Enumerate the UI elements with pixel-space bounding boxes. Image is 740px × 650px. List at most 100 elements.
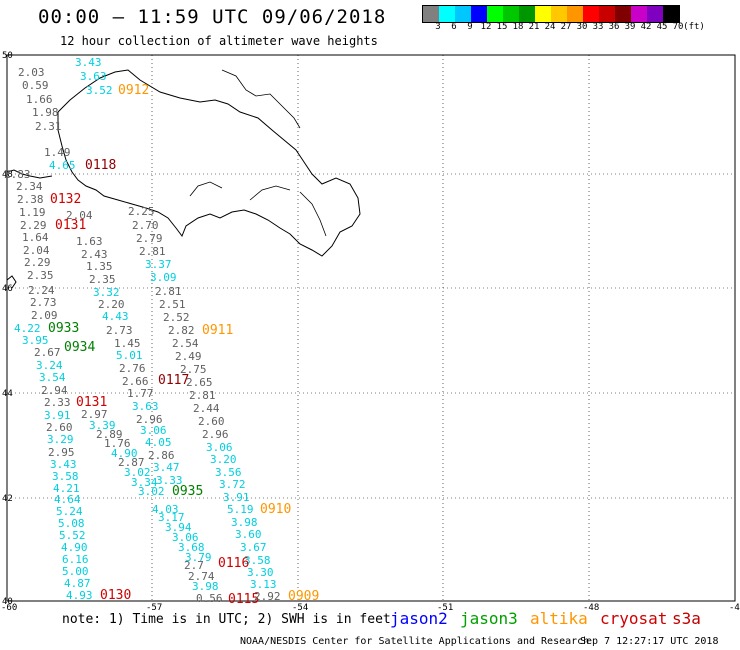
wave-height-label: 2.82: [168, 324, 195, 337]
wave-height-label: 3.02: [124, 466, 151, 479]
map-subtitle: 12 hour collection of altimeter wave hei…: [60, 34, 378, 48]
scale-value-label: 6: [451, 22, 457, 32]
wave-height-label: 4.90: [61, 541, 88, 554]
wave-height-label: 2.81: [139, 245, 166, 258]
wave-height-label: 2.03: [18, 66, 45, 79]
wave-height-label: 3.98: [231, 516, 258, 529]
longitude-label: -51: [437, 603, 453, 613]
wave-height-label: 2.96: [136, 413, 163, 426]
wave-height-label: 0.56: [196, 592, 223, 605]
scale-swatch: [567, 6, 583, 22]
wave-height-label: 2.73: [106, 324, 133, 337]
longitude-labels: -60 -57 -54 -51 -48 -45: [1, 603, 740, 613]
wave-height-label: 4.64: [54, 493, 81, 506]
wave-height-label: 4.65: [49, 159, 76, 172]
wave-height-label: 2.65: [186, 376, 213, 389]
wave-height-label: 4.90: [111, 447, 138, 460]
wave-height-label: 2.87: [118, 456, 145, 469]
wave-height-label: 3.06: [140, 424, 167, 437]
wave-height-label: 3.79: [185, 551, 212, 564]
scale-swatch: [487, 6, 503, 22]
map-frame: [6, 54, 736, 602]
wave-height-label: 2.79: [136, 232, 163, 245]
wave-height-label: 2.76: [119, 362, 146, 375]
scale-swatch: [535, 6, 551, 22]
wave-height-label: 4.87: [64, 577, 91, 590]
scale-value-label: 42: [640, 22, 652, 32]
wave-height-label: 3.13: [250, 578, 277, 591]
pass-time-label: 0912: [118, 83, 149, 98]
wave-height-label: 2.51: [159, 298, 186, 311]
wave-height-label: 5.00: [62, 565, 89, 578]
wave-height-label: 2.83: [4, 168, 31, 181]
wave-height-label: 2.66: [122, 375, 149, 388]
wave-height-label: 2.31: [35, 120, 62, 133]
wave-height-label: 2.94: [41, 384, 68, 397]
wave-height-label: 3.39: [89, 419, 116, 432]
wave-height-label: 5.01: [116, 349, 143, 362]
wave-height-label: 3.63: [80, 70, 107, 83]
pass-time-label: 0909: [288, 589, 319, 604]
scale-value-label: 18: [512, 22, 524, 32]
wave-height-label: 2.09: [31, 309, 58, 322]
wave-height-label: 2.7: [184, 559, 204, 572]
scale-swatch: [647, 6, 663, 22]
wave-height-label: 2.35: [89, 273, 116, 286]
scale-value-label: 39: [624, 22, 636, 32]
wave-height-label: 4.22: [14, 322, 41, 335]
legend-item-jason3: jason3: [460, 609, 518, 628]
credit-text: NOAA/NESDIS Center for Satellite Applica…: [240, 636, 590, 647]
wave-height-label: 3.95: [22, 334, 49, 347]
scale-unit-label: (ft): [683, 22, 705, 32]
wave-height-label: 3.98: [192, 580, 219, 593]
longitude-label: -48: [583, 603, 599, 613]
wave-height-label: 1.98: [32, 106, 59, 119]
wave-height-label: 3.58: [52, 470, 79, 483]
newfoundland-coastline: [57, 69, 361, 257]
pass-time-label: 0935: [172, 484, 203, 499]
wave-height-label: 1.19: [19, 206, 46, 219]
wave-height-label: 2.89: [96, 428, 123, 441]
latitude-label: 46: [2, 284, 13, 294]
scale-swatch: [615, 6, 631, 22]
wave-height-label: 3.91: [44, 409, 71, 422]
scale-swatch: [583, 6, 599, 22]
wave-height-label: 2.73: [30, 296, 57, 309]
scale-swatch: [455, 6, 471, 22]
wave-height-label: 2.75: [180, 363, 207, 376]
scale-value-label: 30: [576, 22, 588, 32]
wave-height-label: 5.19: [227, 503, 254, 516]
wave-height-label: 3.54: [39, 371, 66, 384]
wave-height-label: 3.56: [215, 466, 242, 479]
wave-height-label: 5.24: [56, 505, 83, 518]
scale-swatch: [599, 6, 615, 22]
wave-height-label: 2.34: [16, 180, 43, 193]
pass-time-label: 0933: [48, 321, 79, 336]
wave-height-label: 2.92: [254, 590, 281, 603]
wave-height-label: 3.02: [138, 485, 165, 498]
wave-height-label: 2.60: [46, 421, 73, 434]
latitude-label: 42: [2, 494, 13, 504]
wave-height-label: 4.21: [53, 482, 80, 495]
wave-height-label: 4.03: [152, 503, 179, 516]
wave-height-label: 0.59: [22, 79, 49, 92]
wave-height-label: 3.34: [131, 476, 158, 489]
wave-height-label: 1.49: [44, 146, 71, 159]
wave-height-label: 2.49: [175, 350, 202, 363]
coastline-west: [6, 169, 53, 289]
wave-height-color-scale: [422, 5, 680, 23]
coastline-detail: [189, 69, 327, 237]
pass-time-label: 0116: [218, 556, 249, 571]
wave-height-label: 2.95: [48, 446, 75, 459]
wave-height-label: 2.38: [17, 193, 44, 206]
wave-height-label: 2.86: [148, 449, 175, 462]
pass-time-label: 0115: [228, 592, 259, 607]
wave-height-label: 2.20: [98, 298, 125, 311]
scale-swatch: [423, 6, 439, 22]
scale-value-label: 21: [528, 22, 540, 32]
wave-height-label: 3.06: [172, 531, 199, 544]
wave-height-label: 2.97: [81, 408, 108, 421]
wave-height-label: 4.05: [145, 436, 172, 449]
wave-height-label: 3.67: [240, 541, 267, 554]
wave-height-label: 2.29: [24, 256, 51, 269]
